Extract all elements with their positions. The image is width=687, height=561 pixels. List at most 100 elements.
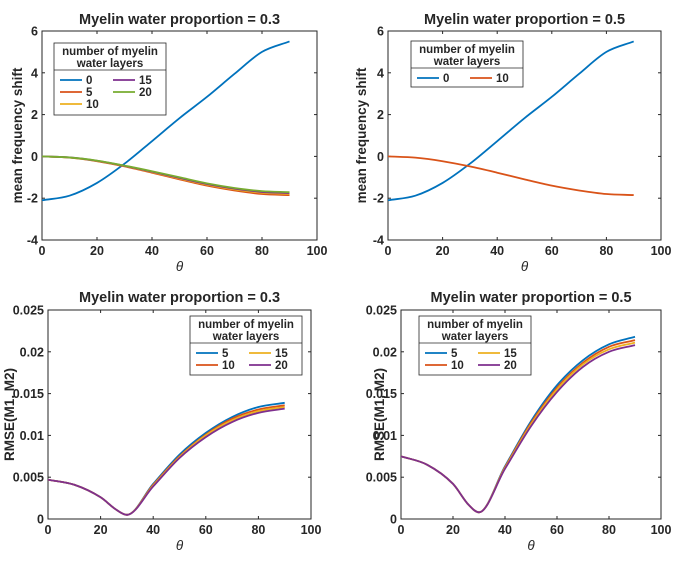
x-axis-label: θ [527, 538, 535, 553]
chart-title: Myelin water proportion = 0.5 [430, 290, 631, 306]
x-tick-label: 100 [651, 523, 672, 537]
legend-title: water layers [76, 58, 144, 70]
y-tick-label: -2 [373, 192, 384, 206]
y-axis-label: RMSE(M1, M2) [2, 368, 17, 461]
x-tick-label: 0 [45, 523, 52, 537]
legend-entry-5: 5 [222, 348, 229, 360]
y-tick-label: 2 [31, 108, 38, 122]
x-tick-label: 20 [90, 244, 104, 258]
series-lines [42, 40, 290, 202]
x-tick-label: 0 [39, 244, 46, 258]
x-tick-label: 60 [200, 244, 214, 258]
legend-entry-10: 10 [222, 360, 235, 372]
chart-panel-4: 0 20 40 60 80 100 0 0.005 0.01 0.015 0.02 0.025 Myel… [366, 290, 672, 553]
y-axis-label: mean frequency shift [354, 67, 369, 203]
legend-title: number of myelin [198, 319, 294, 331]
legend-entry-0: 0 [443, 73, 449, 85]
plot-area [400, 309, 662, 520]
y-tick-label: 0 [37, 513, 44, 527]
x-tick-label: 40 [145, 244, 159, 258]
chart-panel-3: 0 20 40 60 80 100 0 0.005 0.01 0.015 0.02 0.025 Myel… [2, 290, 321, 553]
series-line-5 [48, 401, 285, 516]
y-tick-label: 4 [31, 66, 38, 80]
x-tick-label: 40 [498, 523, 512, 537]
series-line-0 [388, 40, 635, 202]
x-tick-label: 0 [385, 244, 392, 258]
series-line-15 [48, 406, 285, 516]
y-tick-label: 0.02 [20, 345, 44, 359]
legend-title: number of myelin [62, 46, 158, 58]
legend-title: water layers [433, 56, 501, 68]
series-lines [388, 40, 635, 202]
legend-title: number of myelin [427, 319, 523, 331]
legend-entry-0: 0 [86, 75, 92, 87]
y-axis-label: mean frequency shift [10, 67, 25, 203]
x-tick-label: 40 [146, 523, 160, 537]
y-tick-label: 6 [377, 25, 384, 39]
legend-title: number of myelin [419, 44, 515, 56]
legend-title: water layers [212, 331, 280, 343]
x-tick-label: 80 [602, 523, 616, 537]
legend-entry-20: 20 [275, 360, 288, 372]
chart-title: Myelin water proportion = 0.5 [424, 12, 625, 28]
x-tick-label: 100 [651, 244, 672, 258]
legend-title: water layers [441, 331, 509, 343]
legend-entry-15: 15 [504, 348, 517, 360]
x-tick-label: 100 [307, 244, 328, 258]
series-line-10 [388, 155, 634, 196]
x-axis-label: θ [176, 538, 184, 553]
legend-entry-15: 15 [139, 75, 152, 87]
legend-entry-20: 20 [504, 360, 517, 372]
x-tick-label: 20 [94, 523, 108, 537]
y-tick-label: 0.01 [373, 429, 397, 443]
chart-title: Myelin water proportion = 0.3 [79, 290, 280, 306]
legend-entry-10: 10 [86, 99, 99, 111]
y-tick-label: 0.005 [13, 471, 44, 485]
series-lines [48, 401, 285, 516]
x-tick-label: 80 [255, 244, 269, 258]
y-tick-label: 0.015 [366, 387, 397, 401]
x-tick-label: 60 [545, 244, 559, 258]
plot-area [47, 309, 312, 520]
x-tick-label: 60 [550, 523, 564, 537]
y-tick-label: 4 [377, 66, 384, 80]
y-tick-label: -4 [373, 234, 384, 248]
y-tick-label: 0.01 [20, 429, 44, 443]
series-line-20 [42, 155, 290, 194]
x-axis-label: θ [521, 259, 529, 274]
x-tick-label: 20 [446, 523, 460, 537]
x-tick-label: 40 [490, 244, 504, 258]
y-tick-label: 0.015 [13, 387, 44, 401]
y-tick-label: 2 [377, 108, 384, 122]
plot-area [387, 30, 662, 241]
chart-title: Myelin water proportion = 0.3 [79, 12, 280, 28]
legend-entry-5: 5 [86, 87, 93, 99]
series-line-10 [48, 404, 285, 516]
y-tick-label: 0 [377, 150, 384, 164]
plot-area [41, 30, 318, 241]
y-tick-label: 0 [31, 150, 38, 164]
legend-entry-20: 20 [139, 87, 152, 99]
legend-entry-10: 10 [451, 360, 464, 372]
y-tick-label: 0.025 [13, 304, 44, 318]
y-tick-label: 0.005 [366, 471, 397, 485]
y-tick-label: -2 [27, 192, 38, 206]
legend-box [410, 40, 524, 88]
x-tick-label: 80 [251, 523, 265, 537]
y-tick-label: 6 [31, 25, 38, 39]
series-line-20 [401, 344, 636, 514]
y-axis-label: RMSE(M1, M2) [372, 368, 387, 461]
y-tick-label: -4 [27, 234, 38, 248]
x-axis-label: θ [176, 259, 184, 274]
x-tick-label: 60 [199, 523, 213, 537]
legend-box [53, 42, 167, 116]
series-line-0 [42, 40, 290, 202]
legend-entry-5: 5 [451, 348, 458, 360]
y-tick-label: 0.025 [366, 304, 397, 318]
